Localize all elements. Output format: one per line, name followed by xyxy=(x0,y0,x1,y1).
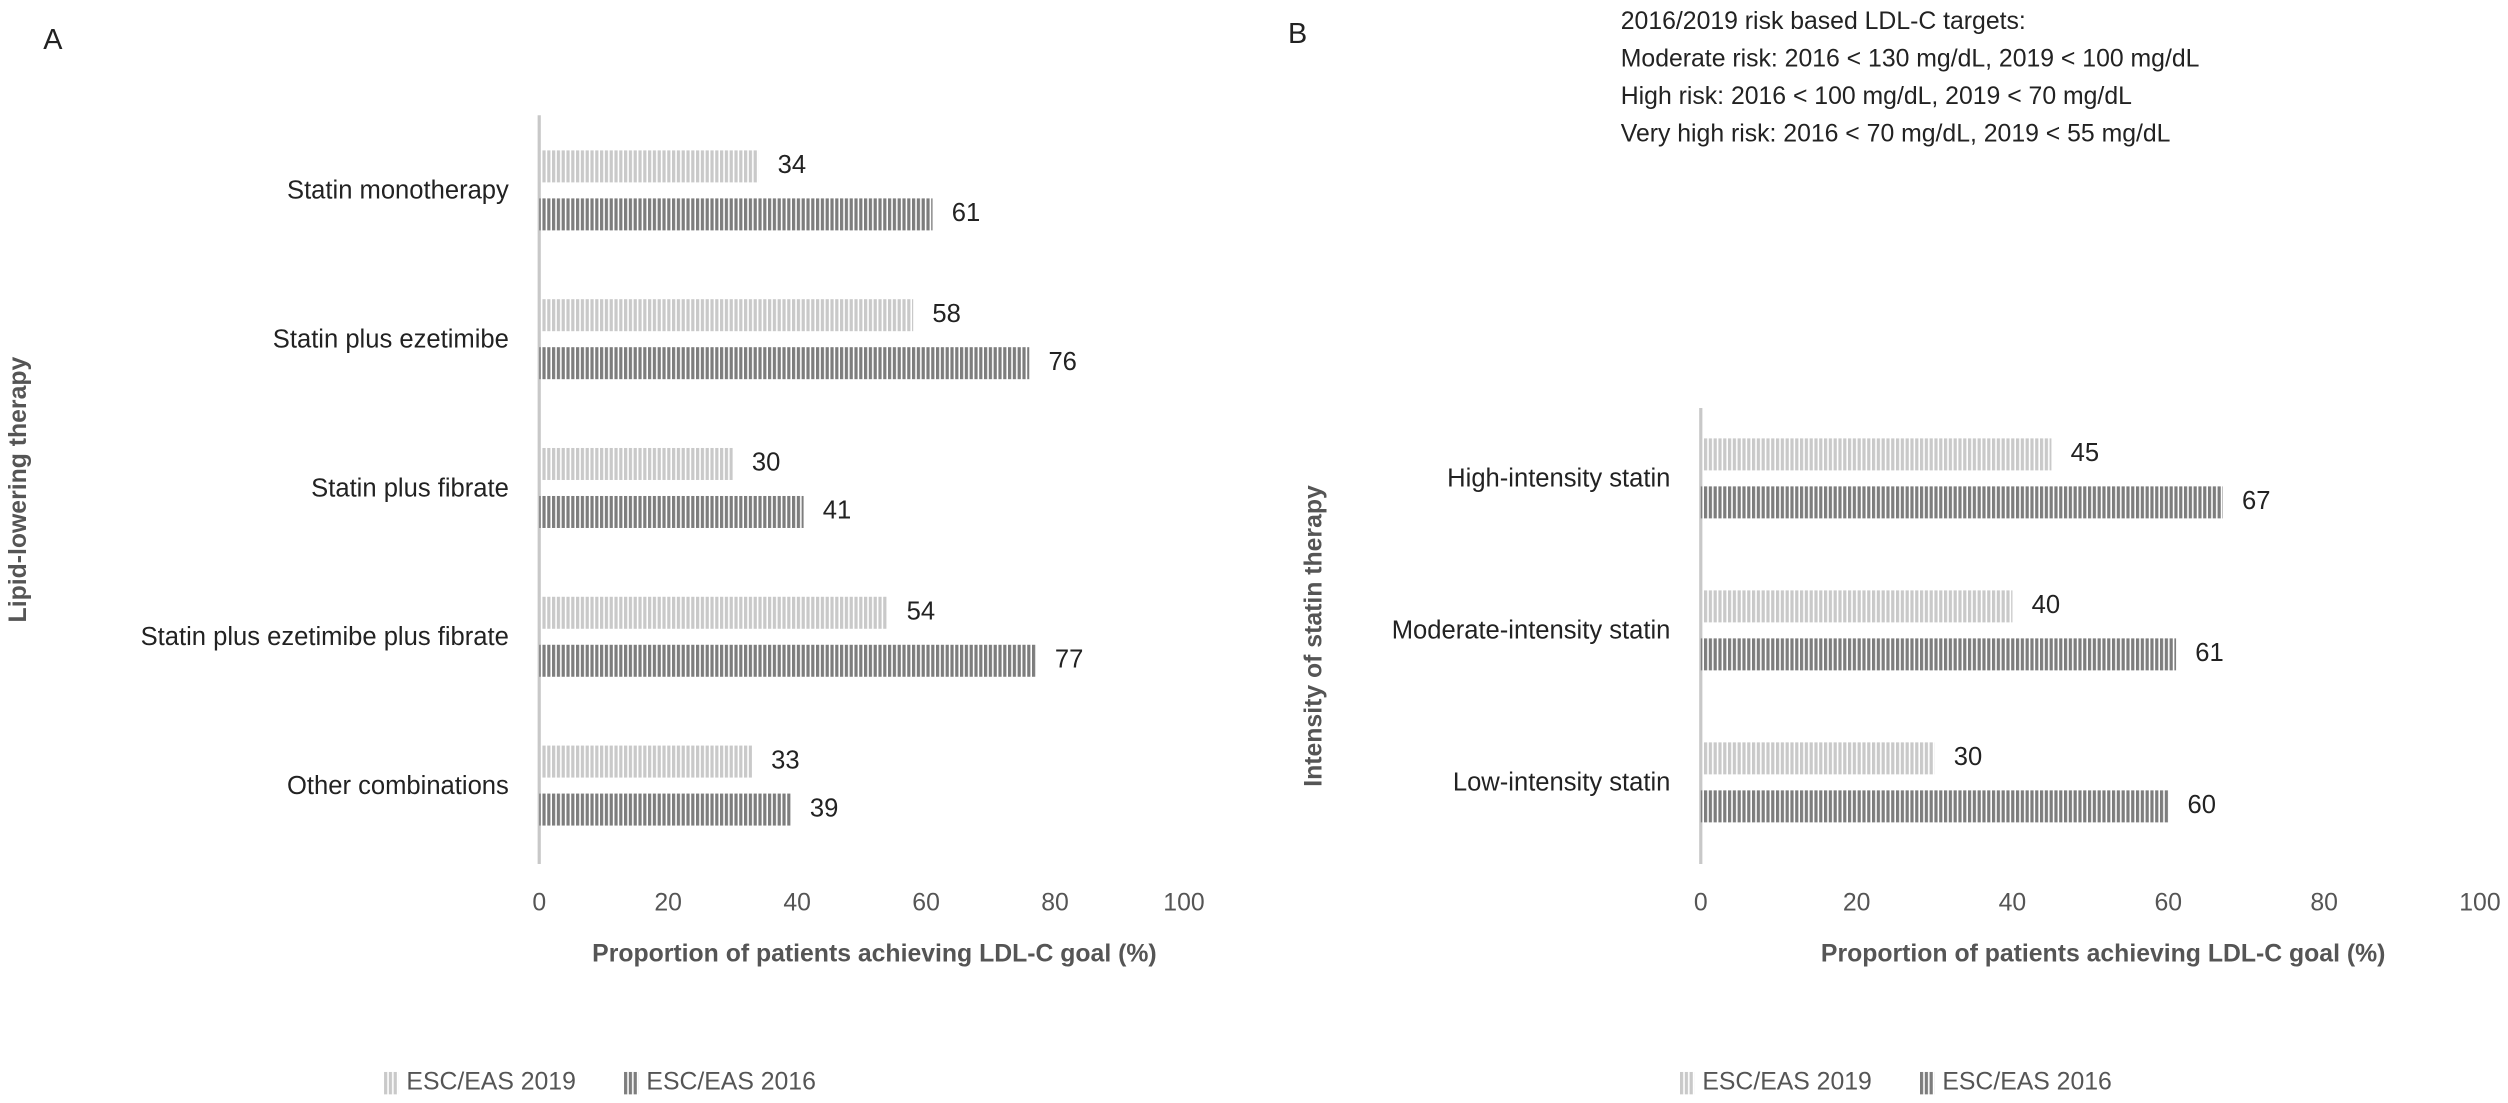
bar xyxy=(539,745,753,778)
category-label: High-intensity statin xyxy=(1447,465,1670,493)
x-tick-label: 0 xyxy=(1694,890,1708,917)
x-tick-label: 100 xyxy=(2459,890,2500,917)
y-axis-title: Intensity of statin therapy xyxy=(1301,485,1328,787)
annotation: Moderate risk: 2016 < 130 mg/dL, 2019 < … xyxy=(1621,46,2200,73)
bar xyxy=(1700,638,2177,671)
bar xyxy=(1700,438,2052,471)
value-label: 30 xyxy=(752,449,780,477)
category-label: Statin monotherapy xyxy=(287,177,509,205)
value-label: 54 xyxy=(907,598,935,626)
category-label: Other combinations xyxy=(287,772,509,800)
x-tick-label: 20 xyxy=(654,890,682,917)
legend-swatch xyxy=(1919,1071,1935,1095)
annotation: High risk: 2016 < 100 mg/dL, 2019 < 70 m… xyxy=(1621,83,2132,110)
value-label: 77 xyxy=(1055,646,1083,674)
bar xyxy=(539,299,914,332)
category-label: Statin plus fibrate xyxy=(311,474,509,502)
category-label: Statin plus ezetimibe xyxy=(273,326,509,354)
bar xyxy=(1700,486,2223,519)
x-tick-label: 20 xyxy=(1843,890,1871,917)
bar xyxy=(539,495,804,528)
annotation: Very high risk: 2016 < 70 mg/dL, 2019 < … xyxy=(1621,121,2171,148)
panel-label: B xyxy=(1288,18,1307,50)
x-axis-title: Proportion of patients achieving LDL-C g… xyxy=(592,941,1156,968)
y-axis-title: Lipid-lowering therapy xyxy=(5,357,32,623)
bar xyxy=(539,447,733,480)
legend-swatch xyxy=(1679,1071,1695,1095)
bar xyxy=(539,793,791,826)
value-label: 61 xyxy=(2195,639,2223,667)
bar xyxy=(539,150,759,183)
category-label: Moderate-intensity statin xyxy=(1392,617,1671,645)
value-label: 67 xyxy=(2242,487,2270,515)
value-label: 60 xyxy=(2187,791,2215,819)
legend-label: ESC/EAS 2019 xyxy=(1702,1069,1871,1096)
value-label: 58 xyxy=(932,300,960,328)
bar xyxy=(1700,590,2013,623)
bar xyxy=(539,644,1036,677)
category-label: Low-intensity statin xyxy=(1453,769,1671,797)
bar xyxy=(539,596,888,629)
panel-label: A xyxy=(43,24,63,56)
value-label: 34 xyxy=(778,151,806,179)
x-tick-label: 0 xyxy=(532,890,546,917)
x-tick-label: 40 xyxy=(1999,890,2027,917)
x-tick-label: 80 xyxy=(1041,890,1069,917)
value-label: 76 xyxy=(1048,348,1076,376)
value-label: 45 xyxy=(2071,439,2099,467)
bar xyxy=(539,347,1030,380)
category-label: Statin plus ezetimibe plus fibrate xyxy=(141,623,509,651)
legend-label: ESC/EAS 2016 xyxy=(1942,1069,2111,1096)
x-tick-label: 80 xyxy=(2310,890,2338,917)
x-tick-label: 40 xyxy=(783,890,811,917)
x-tick-label: 100 xyxy=(1163,890,1204,917)
value-label: 39 xyxy=(810,794,838,822)
x-tick-label: 60 xyxy=(2154,890,2182,917)
bar xyxy=(539,198,933,231)
legend-swatch xyxy=(384,1071,399,1095)
x-tick-label: 60 xyxy=(912,890,940,917)
value-label: 33 xyxy=(771,746,799,774)
bar xyxy=(1700,742,1935,775)
value-label: 61 xyxy=(952,199,980,227)
value-label: 30 xyxy=(1954,743,1982,771)
bar xyxy=(1700,790,2169,823)
legend-label: ESC/EAS 2016 xyxy=(646,1069,815,1096)
value-label: 40 xyxy=(2032,591,2060,619)
legend-swatch xyxy=(624,1071,639,1095)
annotation: 2016/2019 risk based LDL-C targets: xyxy=(1621,8,2026,35)
value-label: 41 xyxy=(823,497,851,525)
legend-label: ESC/EAS 2019 xyxy=(406,1069,575,1096)
x-axis-title: Proportion of patients achieving LDL-C g… xyxy=(1821,941,2385,968)
